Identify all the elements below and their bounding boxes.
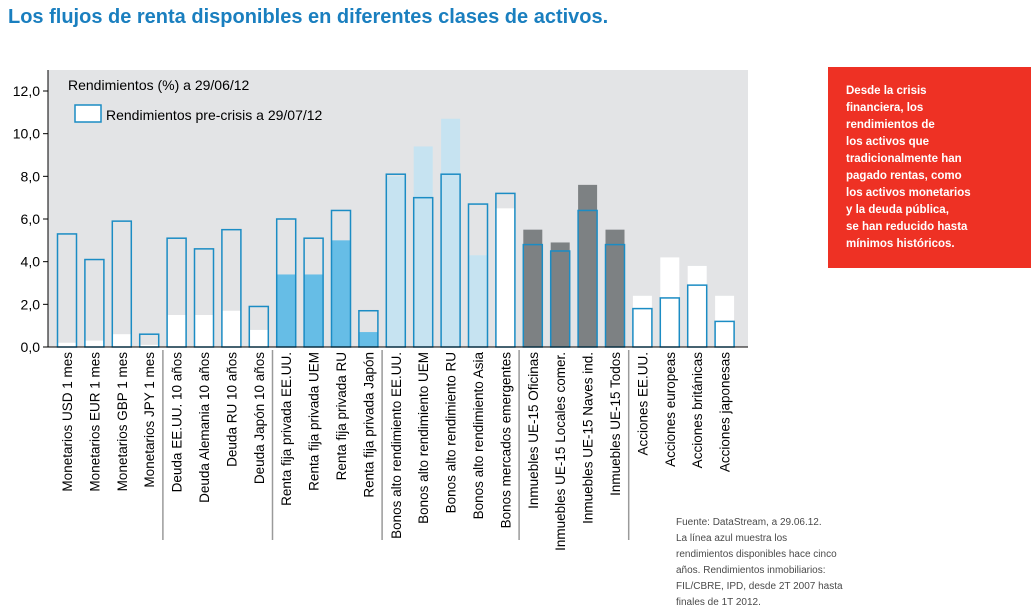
x-tick-label: Inmuebles UE-15 Todos (608, 352, 623, 496)
y-axis: 0,0 2,0 4,0 6,0 8,0 10,0 12,0 (13, 83, 48, 355)
y-tick-label: 8,0 (21, 168, 41, 184)
x-tick-label: Acciones europeas (663, 352, 678, 467)
bar-current-yield (304, 274, 324, 347)
bar-current-yield (276, 274, 296, 347)
callout-line: pagado rentas, como (846, 170, 962, 182)
bar-current-yield (84, 340, 104, 347)
callout-text: Desde la crisis financiera, los rendimie… (846, 83, 996, 253)
bar-current-yield (632, 295, 652, 347)
x-tick-label: Inmuebles UE-15 Locales comer. (553, 352, 568, 551)
callout-line: los activos monetarios (846, 187, 971, 199)
y-tick-label: 0,0 (21, 339, 41, 355)
callout-box: Desde la crisis financiera, los rendimie… (828, 67, 1031, 268)
callout-line: se han reducido hasta (846, 221, 968, 233)
y-tick-label: 4,0 (21, 254, 41, 270)
x-tick-label: Renta fija privada Japón (361, 352, 376, 498)
x-tick-label: Acciones británicas (690, 352, 705, 469)
x-tick-label: Renta fija privada EE.UU. (279, 352, 294, 506)
source-line: FIL/CBRE, IPD, desde 2T 2007 hasta (676, 581, 843, 592)
bar-current-yield (550, 242, 570, 347)
page-title: Los flujos de renta disponibles en difer… (8, 6, 609, 28)
bar-current-yield (358, 332, 378, 347)
x-tick-label: Bonos alto rendimiento EE.UU. (389, 352, 404, 539)
x-tick-label: Bonos mercados emergentes (498, 352, 513, 529)
bar-current-yield (57, 342, 77, 347)
legend-swatch-precrisis (74, 104, 102, 123)
callout-line: y la deuda pública, (846, 204, 949, 216)
x-tick-label: Inmuebles UE-15 Oficinas (526, 352, 541, 509)
group-separators (162, 350, 630, 540)
bar-current-yield (441, 118, 461, 347)
source-note: Fuente: DataStream, a 29.06.12. La línea… (676, 515, 866, 611)
x-axis-labels: Monetarios USD 1 mes Monetarios EUR 1 mes… (60, 352, 733, 551)
x-tick-label: Monetarios EUR 1 mes (87, 352, 102, 492)
bar-current-yield (523, 229, 543, 347)
bar-current-yield (578, 184, 598, 347)
bar-current-yield (660, 257, 680, 347)
bar-current-yield (687, 265, 707, 347)
source-line: finales de 1T 2012. (676, 597, 761, 608)
x-tick-label: Acciones japonesas (718, 352, 733, 472)
y-tick-label: 2,0 (21, 296, 41, 312)
source-line: La línea azul muestra los (676, 533, 788, 544)
bar-current-yield (112, 334, 132, 347)
bar-current-yield (495, 208, 515, 347)
x-tick-label: Deuda RU 10 años (224, 352, 239, 467)
callout-line: Desde la crisis (846, 85, 927, 97)
legend: Rendimientos (%) a 29/06/12 Rendimientos… (68, 77, 323, 123)
callout-line: rendimientos de (846, 119, 935, 131)
bar-current-yield (331, 240, 351, 347)
bar-current-yield (139, 344, 159, 347)
y-tick-label: 10,0 (13, 126, 40, 142)
legend-label-precrisis: Rendimientos pre-crisis a 29/07/12 (106, 107, 323, 123)
x-tick-label: Bonos alto rendimiento Asia (471, 352, 486, 520)
callout-line: mínimos históricos. (846, 238, 955, 250)
x-tick-label: Inmuebles UE-15 Naves ind. (581, 352, 596, 524)
x-tick-label: Monetarios USD 1 mes (60, 352, 75, 492)
source-line: años. Rendimientos inmobiliarios: (676, 565, 826, 576)
bar-current-yield (468, 255, 488, 347)
x-tick-label: Bonos alto rendimiento UEM (416, 352, 431, 524)
bar-current-yield (167, 315, 187, 347)
x-tick-label: Deuda Japón 10 años (252, 352, 267, 484)
x-tick-label: Renta fija privada RU (334, 352, 349, 480)
x-tick-label: Bonos alto rendimiento RU (444, 352, 459, 513)
bar-current-yield (413, 146, 433, 347)
bars (56, 118, 735, 348)
source-line: rendimientos disponibles hace cinco (676, 549, 837, 560)
bar-current-yield (194, 315, 214, 347)
bar-current-yield (221, 310, 241, 347)
y-tick-label: 12,0 (13, 83, 40, 99)
source-line: Fuente: DataStream, a 29.06.12. (676, 517, 822, 528)
y-tick-label: 6,0 (21, 211, 41, 227)
x-tick-label: Acciones EE.UU. (635, 352, 650, 456)
x-tick-label: Renta fija privada UEM (307, 352, 322, 491)
x-tick-label: Monetarios GBP 1 mes (115, 352, 130, 492)
bar-current-yield (249, 329, 269, 347)
x-tick-label: Deuda EE.UU. 10 años (170, 352, 185, 493)
x-tick-label: Monetarios JPY 1 mes (142, 352, 157, 488)
callout-line: tradicionalmente han (846, 153, 962, 165)
bar-current-yield (605, 229, 625, 347)
bar-current-yield (386, 176, 406, 347)
callout-line: los activos que (846, 136, 930, 148)
legend-label-current: Rendimientos (%) a 29/06/12 (68, 77, 250, 93)
x-tick-label: Deuda Alemania 10 años (197, 352, 212, 503)
callout-line: financiera, los (846, 102, 924, 114)
